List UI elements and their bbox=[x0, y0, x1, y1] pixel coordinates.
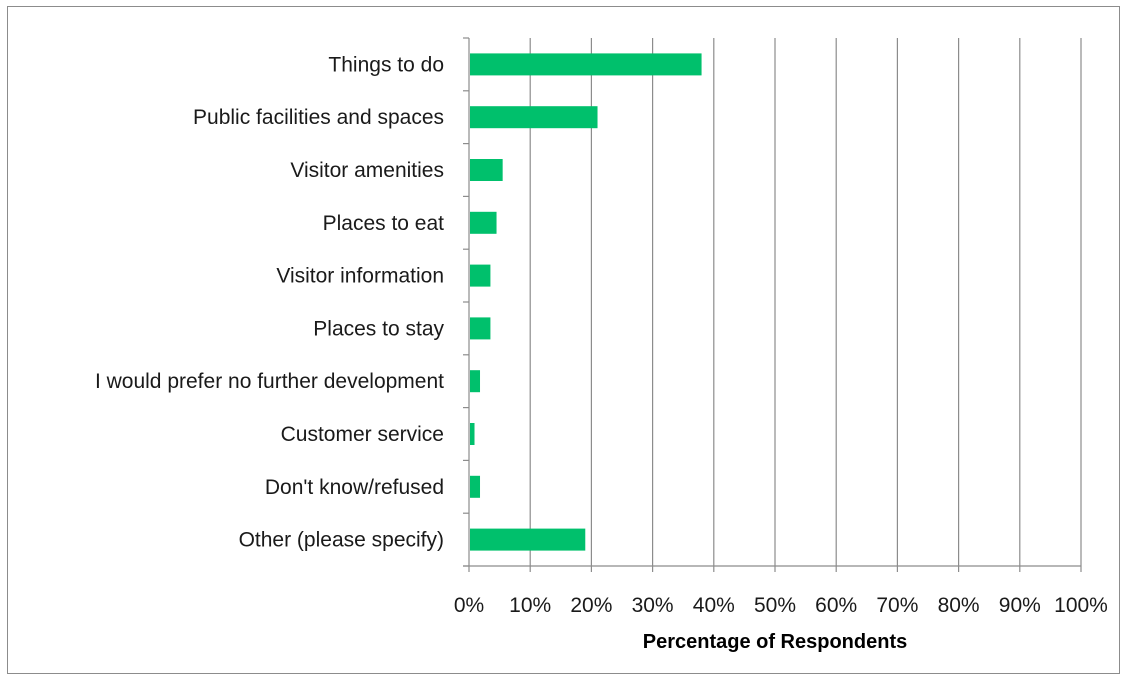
category-label: Don't know/refused bbox=[265, 476, 444, 499]
category-label: Places to eat bbox=[323, 212, 445, 235]
category-label: Public facilities and spaces bbox=[193, 106, 444, 129]
bars bbox=[470, 53, 702, 551]
x-tick-label: 100% bbox=[1054, 594, 1108, 617]
bar bbox=[470, 475, 481, 498]
x-tick-label: 60% bbox=[815, 594, 857, 617]
x-tick-label: 80% bbox=[938, 594, 980, 617]
bar bbox=[470, 528, 586, 551]
gridlines bbox=[529, 38, 1082, 566]
x-tick-labels: 0% 10% 20% 30% 40% 50% 60% 70% 80% 90% 100% bbox=[454, 594, 1108, 617]
category-label: Places to stay bbox=[313, 317, 444, 340]
bar bbox=[470, 423, 475, 445]
category-label: Visitor amenities bbox=[290, 159, 444, 182]
bar bbox=[470, 370, 481, 393]
x-axis-title: Percentage of Respondents bbox=[643, 631, 908, 653]
bar bbox=[470, 53, 702, 76]
bar bbox=[470, 317, 491, 340]
category-labels: Things to do Public facilities and spaces… bbox=[95, 53, 445, 551]
x-tick-label: 90% bbox=[999, 594, 1041, 617]
x-tick-label: 10% bbox=[509, 594, 551, 617]
bar bbox=[470, 159, 503, 181]
bar bbox=[470, 106, 598, 129]
category-label: Other (please specify) bbox=[239, 529, 444, 552]
x-tick-label: 30% bbox=[632, 594, 674, 617]
axes bbox=[463, 37, 1082, 572]
bar bbox=[470, 211, 497, 234]
x-tick-label: 50% bbox=[754, 594, 796, 617]
bar bbox=[470, 264, 491, 287]
x-tick-label: 20% bbox=[570, 594, 612, 617]
category-label: Customer service bbox=[281, 423, 444, 446]
category-label: Visitor information bbox=[276, 265, 444, 288]
category-label: Things to do bbox=[328, 53, 444, 76]
category-label: I would prefer no further development bbox=[95, 370, 444, 393]
x-tick-label: 0% bbox=[454, 594, 484, 617]
x-tick-label: 70% bbox=[876, 594, 918, 617]
x-tick-label: 40% bbox=[693, 594, 735, 617]
